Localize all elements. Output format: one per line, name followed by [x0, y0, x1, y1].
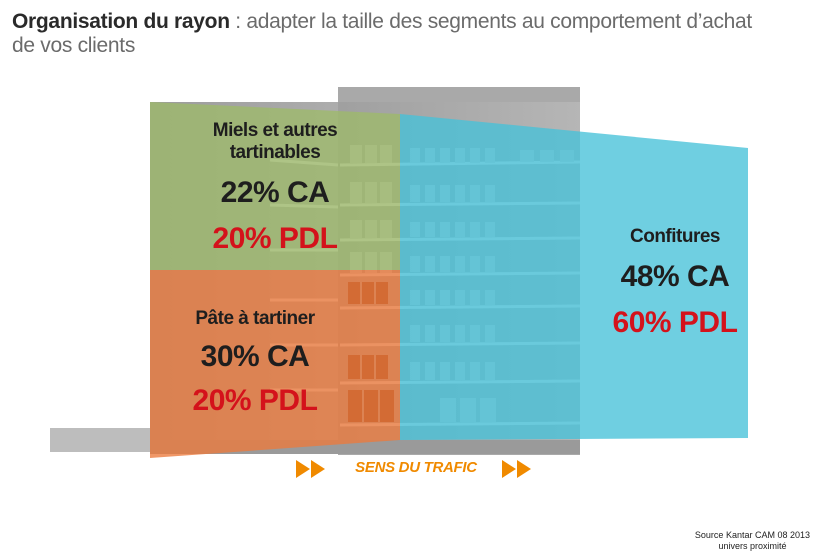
segment-pate-pdl: 20% PDL	[192, 384, 318, 417]
segment-confitures-ca: 48% CA	[620, 260, 730, 293]
source-line2: univers proximité	[718, 541, 787, 551]
title-line2: de vos clients	[12, 34, 136, 57]
traffic-label: SENS DU TRAFIC	[355, 459, 477, 476]
segment-miels-name: Miels et autres tartinables	[150, 120, 400, 164]
segment-confitures-name: Confitures	[630, 226, 721, 247]
segment-miels	[150, 102, 400, 270]
segment-pate-name: Pâte à tartiner	[195, 308, 315, 329]
title-bold: Organisation du rayon	[12, 10, 230, 33]
segment-miels-name-line1: Miels et autres	[212, 120, 338, 141]
segment-miels-ca: 22% CA	[220, 176, 330, 209]
segment-pate-labels: Pâte à tartiner 30% CA 20% PDL	[130, 308, 380, 418]
segment-confitures	[400, 114, 748, 440]
segment-pate	[150, 270, 400, 458]
segment-miels-labels: Miels et autres tartinables 22% CA 20% P…	[150, 120, 400, 256]
segment-miels-pdl: 20% PDL	[212, 222, 338, 255]
source-line1: Source Kantar CAM 08 2013	[694, 530, 810, 540]
page-title: Organisation du rayon : adapter la taill…	[12, 10, 812, 58]
source-note: Source Kantar CAM 08 2013 univers proxim…	[695, 530, 810, 552]
segment-confitures-labels: Confitures 48% CA 60% PDL	[575, 226, 775, 340]
double-chevron-right-icon	[296, 460, 531, 478]
traffic-direction: SENS DU TRAFIC	[292, 456, 546, 482]
segment-confitures-pdl: 60% PDL	[612, 306, 738, 339]
title-rest: : adapter la taille des segments au comp…	[229, 10, 752, 33]
segment-pate-ca: 30% CA	[200, 340, 310, 373]
segment-miels-name-line2: tartinables	[229, 142, 321, 163]
